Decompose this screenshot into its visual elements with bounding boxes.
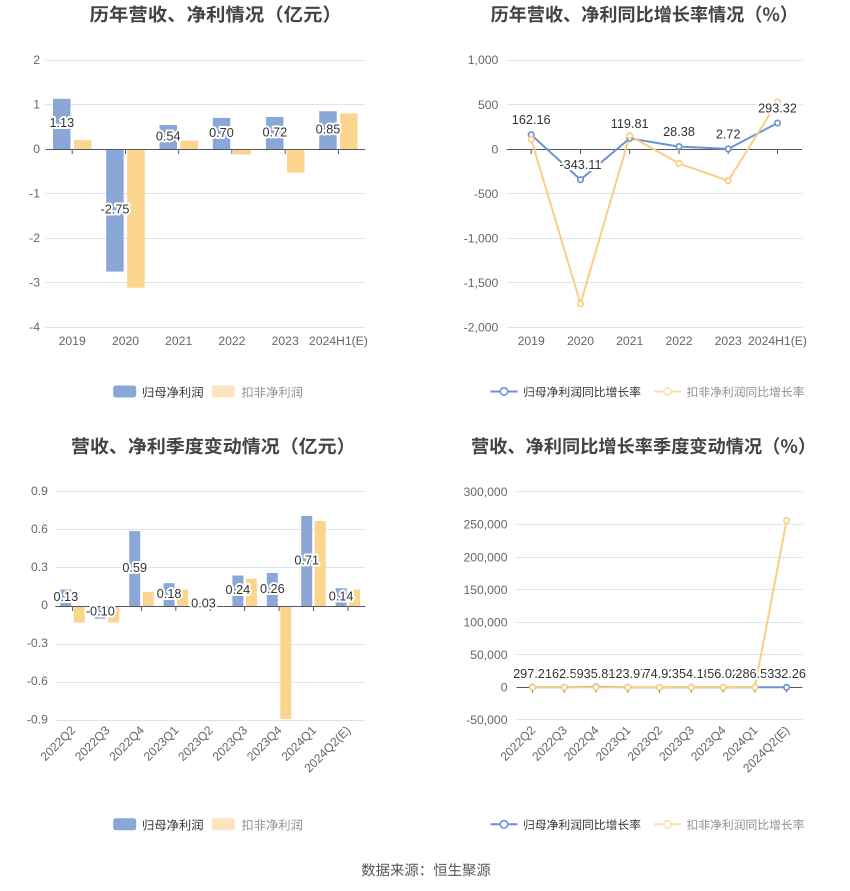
svg-text:2024H1(E): 2024H1(E) (309, 334, 368, 348)
svg-text:1,000: 1,000 (468, 53, 499, 67)
svg-text:2020: 2020 (112, 334, 139, 348)
svg-text:250,000: 250,000 (463, 518, 507, 532)
svg-text:0.85: 0.85 (316, 123, 341, 137)
svg-text:2019: 2019 (59, 334, 86, 348)
svg-text:-1,000: -1,000 (464, 231, 499, 245)
svg-text:56.02: 56.02 (707, 667, 739, 681)
svg-text:300,000: 300,000 (463, 485, 507, 499)
svg-text:2021: 2021 (616, 334, 643, 348)
svg-text:0.03: 0.03 (191, 596, 216, 610)
svg-text:0: 0 (501, 681, 508, 695)
svg-text:0.59: 0.59 (122, 561, 147, 575)
svg-text:2022: 2022 (665, 334, 692, 348)
svg-text:2021: 2021 (165, 334, 192, 348)
svg-text:0.26: 0.26 (260, 582, 285, 596)
svg-text:0: 0 (41, 598, 48, 612)
svg-text:150,000: 150,000 (463, 583, 507, 597)
svg-text:119.81: 119.81 (611, 117, 649, 131)
svg-text:935.80: 935.80 (577, 667, 616, 681)
svg-text:0.18: 0.18 (157, 587, 182, 601)
svg-text:2022: 2022 (218, 334, 245, 348)
svg-text:-2,000: -2,000 (464, 321, 499, 335)
svg-text:-0.10: -0.10 (86, 605, 115, 619)
svg-text:-343.11: -343.11 (559, 158, 601, 172)
svg-text:0.9: 0.9 (31, 484, 48, 498)
svg-text:-0.9: -0.9 (27, 712, 48, 726)
svg-text:0.14: 0.14 (329, 589, 354, 603)
svg-text:332.26: 332.26 (767, 667, 806, 681)
svg-text:-3: -3 (29, 276, 40, 290)
svg-text:-50,000: -50,000 (466, 713, 508, 727)
svg-text:-0.3: -0.3 (27, 636, 48, 650)
svg-text:1: 1 (33, 97, 40, 111)
svg-text:28.38: 28.38 (663, 125, 695, 139)
svg-text:2020: 2020 (567, 334, 594, 348)
svg-text:286.55: 286.55 (735, 667, 774, 681)
svg-text:2023: 2023 (272, 334, 299, 348)
svg-text:0.72: 0.72 (262, 125, 287, 139)
svg-text:-2: -2 (29, 231, 40, 245)
svg-text:0.24: 0.24 (226, 583, 251, 597)
svg-text:0.70: 0.70 (209, 126, 234, 140)
svg-text:100,000: 100,000 (463, 615, 507, 629)
svg-text:2023: 2023 (715, 334, 742, 348)
svg-text:-500: -500 (474, 187, 499, 201)
svg-text:162.59: 162.59 (545, 667, 584, 681)
svg-text:2024H1(E): 2024H1(E) (748, 334, 807, 348)
svg-text:0: 0 (33, 142, 40, 156)
svg-text:0.71: 0.71 (294, 553, 319, 567)
svg-text:-1: -1 (29, 186, 40, 200)
svg-text:500: 500 (478, 98, 499, 112)
svg-text:0.13: 0.13 (53, 590, 78, 604)
svg-text:297.25: 297.25 (513, 667, 552, 681)
svg-text:-0.6: -0.6 (27, 674, 48, 688)
svg-text:354.18: 354.18 (672, 667, 711, 681)
svg-text:-1,500: -1,500 (464, 276, 499, 290)
svg-text:162.16: 162.16 (512, 113, 551, 127)
svg-text:0.6: 0.6 (31, 522, 48, 536)
svg-text:74.92: 74.92 (644, 667, 676, 681)
svg-text:0: 0 (492, 142, 499, 156)
svg-text:0.54: 0.54 (156, 129, 181, 143)
svg-text:-2.75: -2.75 (101, 203, 130, 217)
svg-text:293.32: 293.32 (758, 102, 797, 116)
svg-text:123.97: 123.97 (608, 667, 647, 681)
svg-text:2019: 2019 (518, 334, 545, 348)
svg-text:50,000: 50,000 (470, 648, 507, 662)
svg-text:0.3: 0.3 (31, 560, 48, 574)
svg-text:2.72: 2.72 (716, 127, 741, 141)
svg-text:200,000: 200,000 (463, 550, 507, 564)
svg-text:-4: -4 (29, 320, 40, 334)
svg-text:2: 2 (33, 53, 40, 67)
svg-text:1.13: 1.13 (49, 116, 74, 130)
